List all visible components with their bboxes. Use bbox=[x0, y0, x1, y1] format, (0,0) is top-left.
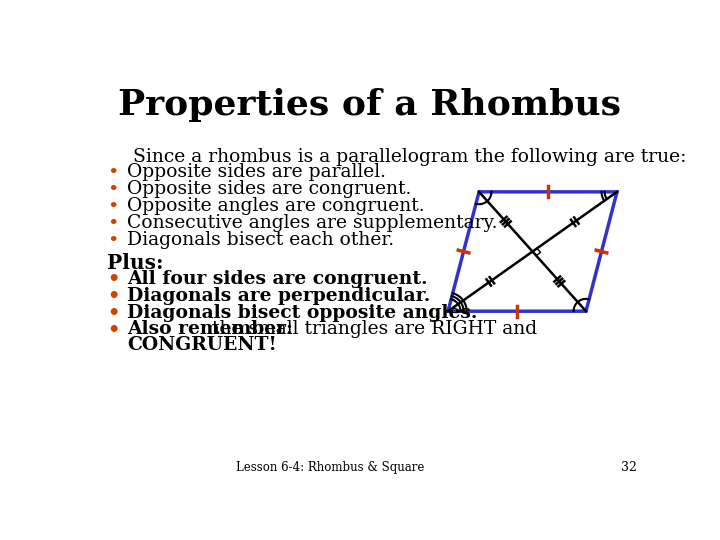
Text: Properties of a Rhombus: Properties of a Rhombus bbox=[117, 88, 621, 122]
Text: •: • bbox=[107, 232, 119, 250]
Text: •: • bbox=[107, 287, 120, 305]
Text: All four sides are congruent.: All four sides are congruent. bbox=[127, 269, 428, 288]
Text: Opposite sides are parallel.: Opposite sides are parallel. bbox=[127, 164, 386, 181]
Text: 32: 32 bbox=[621, 462, 636, 475]
Text: Consecutive angles are supplementary.: Consecutive angles are supplementary. bbox=[127, 214, 498, 232]
Text: •: • bbox=[107, 215, 119, 233]
Text: •: • bbox=[107, 164, 119, 182]
Text: CONGRUENT!: CONGRUENT! bbox=[127, 336, 277, 354]
Text: •: • bbox=[107, 198, 119, 216]
Text: Opposite sides are congruent.: Opposite sides are congruent. bbox=[127, 180, 412, 198]
Text: •: • bbox=[107, 321, 120, 339]
Text: Plus:: Plus: bbox=[107, 253, 163, 273]
Text: Diagonals are perpendicular.: Diagonals are perpendicular. bbox=[127, 287, 431, 305]
Text: •: • bbox=[107, 271, 120, 288]
Text: Opposite angles are congruent.: Opposite angles are congruent. bbox=[127, 197, 425, 215]
Text: Also remember:: Also remember: bbox=[127, 320, 293, 339]
Text: Since a rhombus is a parallelogram the following are true:: Since a rhombus is a parallelogram the f… bbox=[132, 148, 686, 166]
Text: •: • bbox=[107, 181, 119, 199]
Text: •: • bbox=[107, 304, 120, 322]
Text: Lesson 6-4: Rhombus & Square: Lesson 6-4: Rhombus & Square bbox=[236, 462, 424, 475]
Text: the small triangles are RIGHT and: the small triangles are RIGHT and bbox=[206, 320, 537, 339]
Text: Diagonals bisect each other.: Diagonals bisect each other. bbox=[127, 231, 395, 249]
Text: Diagonals bisect opposite angles.: Diagonals bisect opposite angles. bbox=[127, 303, 477, 321]
